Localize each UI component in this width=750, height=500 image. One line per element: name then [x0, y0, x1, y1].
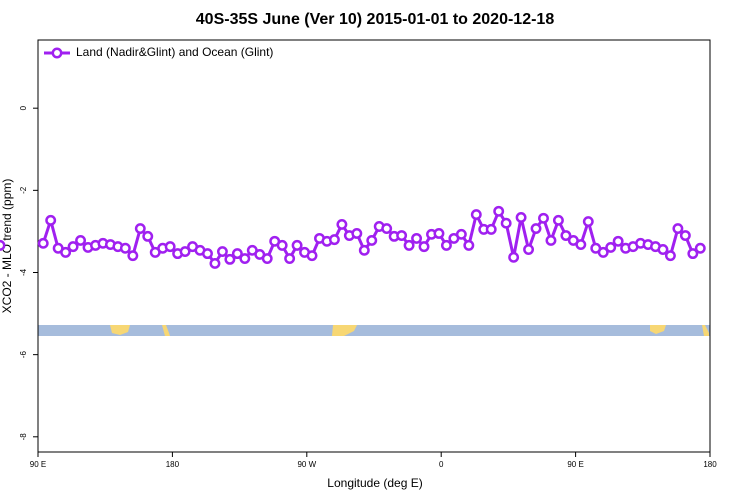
data-point — [515, 212, 527, 223]
data-point — [508, 251, 520, 263]
data-point — [411, 232, 423, 244]
data-point — [261, 253, 273, 264]
data-point — [538, 212, 549, 224]
data-point — [45, 214, 57, 226]
data-point — [440, 239, 452, 251]
data-point — [612, 235, 624, 247]
x-tick-label: 90 W — [297, 460, 316, 469]
data-point — [276, 239, 288, 251]
data-point — [127, 250, 139, 262]
data-point — [381, 223, 393, 234]
data-point — [694, 242, 706, 254]
data-point — [493, 205, 505, 217]
data-point — [485, 223, 497, 235]
data-point — [657, 244, 669, 255]
data-point — [582, 216, 594, 228]
data-point — [336, 218, 348, 230]
data-point — [164, 241, 176, 253]
x-tick-label: 180 — [703, 460, 717, 469]
data-point — [575, 239, 587, 251]
y-tick-label: 0 — [19, 105, 28, 110]
data-point — [523, 244, 535, 255]
x-tick-label: 90 E — [30, 460, 46, 469]
land — [162, 325, 170, 336]
data-point — [552, 214, 564, 226]
data-point — [351, 228, 363, 239]
plot-frame — [37, 39, 711, 453]
land — [702, 325, 709, 336]
data-point — [60, 246, 72, 258]
data-point — [545, 235, 557, 246]
data-point — [597, 246, 609, 258]
data-point — [142, 230, 154, 242]
data-point — [366, 235, 378, 246]
data-point — [396, 230, 408, 241]
data-point — [560, 230, 572, 241]
y-axis-label: XCO2 - MLO trend (ppm) — [0, 179, 14, 314]
data-point — [463, 239, 475, 251]
ocean-band — [38, 325, 710, 336]
data-point — [455, 228, 467, 240]
data-point — [679, 230, 691, 241]
chart-title: 40S-35S June (Ver 10) 2015-01-01 to 2020… — [196, 11, 555, 28]
x-tick-label: 180 — [166, 460, 180, 469]
data-point — [470, 209, 482, 221]
y-tick-label: -8 — [19, 433, 28, 441]
data-point — [291, 239, 303, 251]
data-point — [37, 237, 49, 249]
data-point — [530, 223, 542, 234]
x-tick-label: 90 E — [567, 460, 583, 469]
land — [650, 325, 666, 334]
y-tick-label: -4 — [19, 268, 28, 276]
data-point — [403, 239, 415, 251]
data-point — [224, 253, 236, 265]
data-point — [119, 242, 131, 254]
legend-marker — [51, 47, 63, 59]
data-point — [202, 248, 213, 260]
y-tick-label: -6 — [19, 351, 28, 359]
data-point — [418, 241, 430, 253]
data-point — [216, 246, 228, 257]
data-point — [231, 248, 243, 260]
land — [332, 325, 357, 336]
x-tick-label: 0 — [439, 460, 444, 469]
land — [110, 325, 130, 335]
data-point — [239, 253, 251, 264]
data-point — [672, 223, 684, 234]
data-point — [433, 228, 445, 239]
y-tick-label: -2 — [19, 186, 28, 194]
data-point — [75, 235, 87, 246]
data-point — [134, 223, 146, 234]
data-point — [67, 241, 79, 253]
data-point — [306, 250, 318, 262]
data-point — [179, 246, 191, 257]
land-ocean-strip — [38, 325, 710, 336]
data-point — [605, 241, 617, 253]
data-point — [284, 253, 296, 264]
data-point — [500, 217, 512, 229]
data-point — [0, 239, 6, 251]
data-point — [358, 244, 370, 256]
legend-label: Land (Nadir&Glint) and Ocean (Glint) — [76, 45, 273, 59]
data-point — [687, 248, 699, 260]
data-point — [209, 258, 221, 269]
x-axis-label: Longitude (deg E) — [327, 476, 422, 490]
data-point — [664, 250, 676, 262]
data-point — [328, 234, 340, 246]
